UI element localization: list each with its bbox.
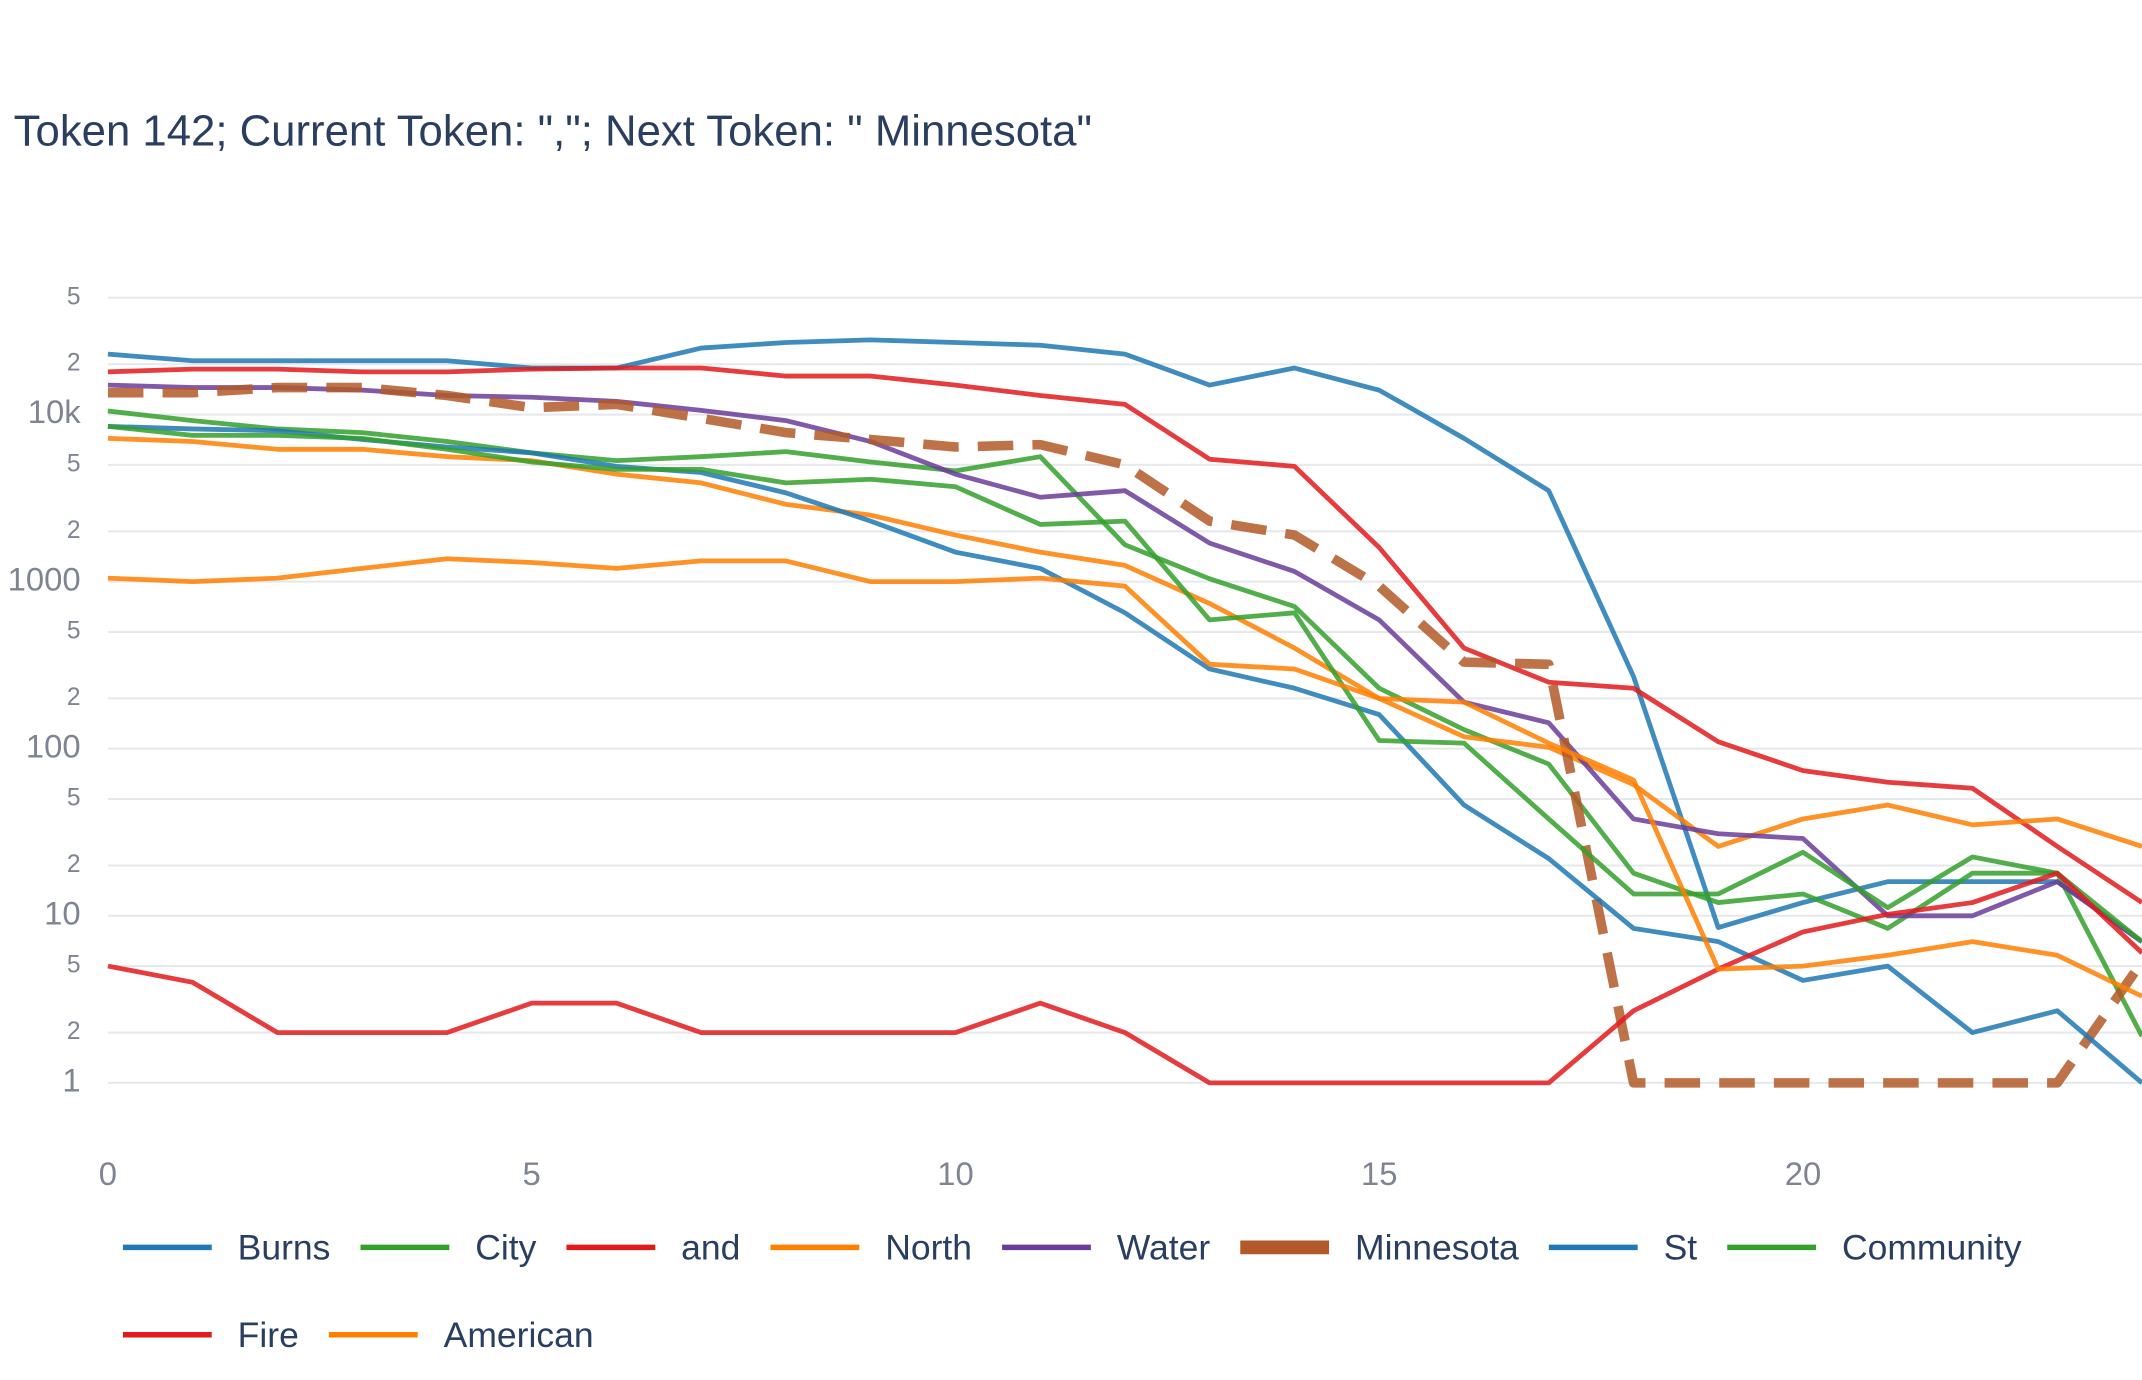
y-tick-label: 5 <box>67 283 81 310</box>
y-tick-label: 2 <box>67 1018 81 1045</box>
series-line <box>107 365 2142 905</box>
series-line <box>107 337 2142 944</box>
series-line <box>107 870 2142 1086</box>
series-line <box>107 408 2142 1038</box>
y-tick-label: 1 <box>62 1062 80 1099</box>
plot-area <box>107 337 2142 1088</box>
legend-label: Community <box>1842 1227 2022 1267</box>
legend-label: American <box>444 1315 594 1355</box>
legend-label: Minnesota <box>1355 1227 1519 1267</box>
legend-label: St <box>1664 1227 1698 1267</box>
legend-label: Water <box>1117 1227 1211 1267</box>
y-tick-label: 100 <box>26 727 81 764</box>
x-tick-label: 15 <box>1361 1155 1397 1192</box>
x-tick-label: 5 <box>523 1155 541 1192</box>
y-tick-label: 5 <box>67 952 81 979</box>
series-line <box>107 382 2142 1088</box>
y-tick-label: 2 <box>67 517 81 544</box>
legend-label: Burns <box>238 1227 331 1267</box>
series-line <box>107 423 2142 944</box>
y-tick-label: 10k <box>28 393 81 430</box>
y-tick-label: 2 <box>67 684 81 711</box>
series-line <box>107 423 2142 1085</box>
y-tick-label: 10 <box>44 894 80 931</box>
y-tick-label: 5 <box>67 785 81 812</box>
chart-title: Token 142; Current Token: ","; Next Toke… <box>14 107 1092 156</box>
x-tick-label: 0 <box>99 1155 117 1192</box>
series-line <box>107 556 2142 999</box>
x-tick-label: 20 <box>1785 1155 1821 1192</box>
series-line <box>107 382 2142 944</box>
y-tick-label: 5 <box>67 450 81 477</box>
x-tick-label: 10 <box>937 1155 973 1192</box>
y-tick-label: 5 <box>67 617 81 644</box>
series-line <box>107 435 2142 849</box>
legend-label: North <box>885 1227 972 1267</box>
legend-label: and <box>681 1227 740 1267</box>
y-tick-label: 1000 <box>8 560 81 597</box>
y-tick-label: 2 <box>67 350 81 377</box>
legend-label: Fire <box>238 1315 299 1355</box>
y-tick-label: 2 <box>67 851 81 878</box>
legend-label: City <box>475 1227 536 1267</box>
